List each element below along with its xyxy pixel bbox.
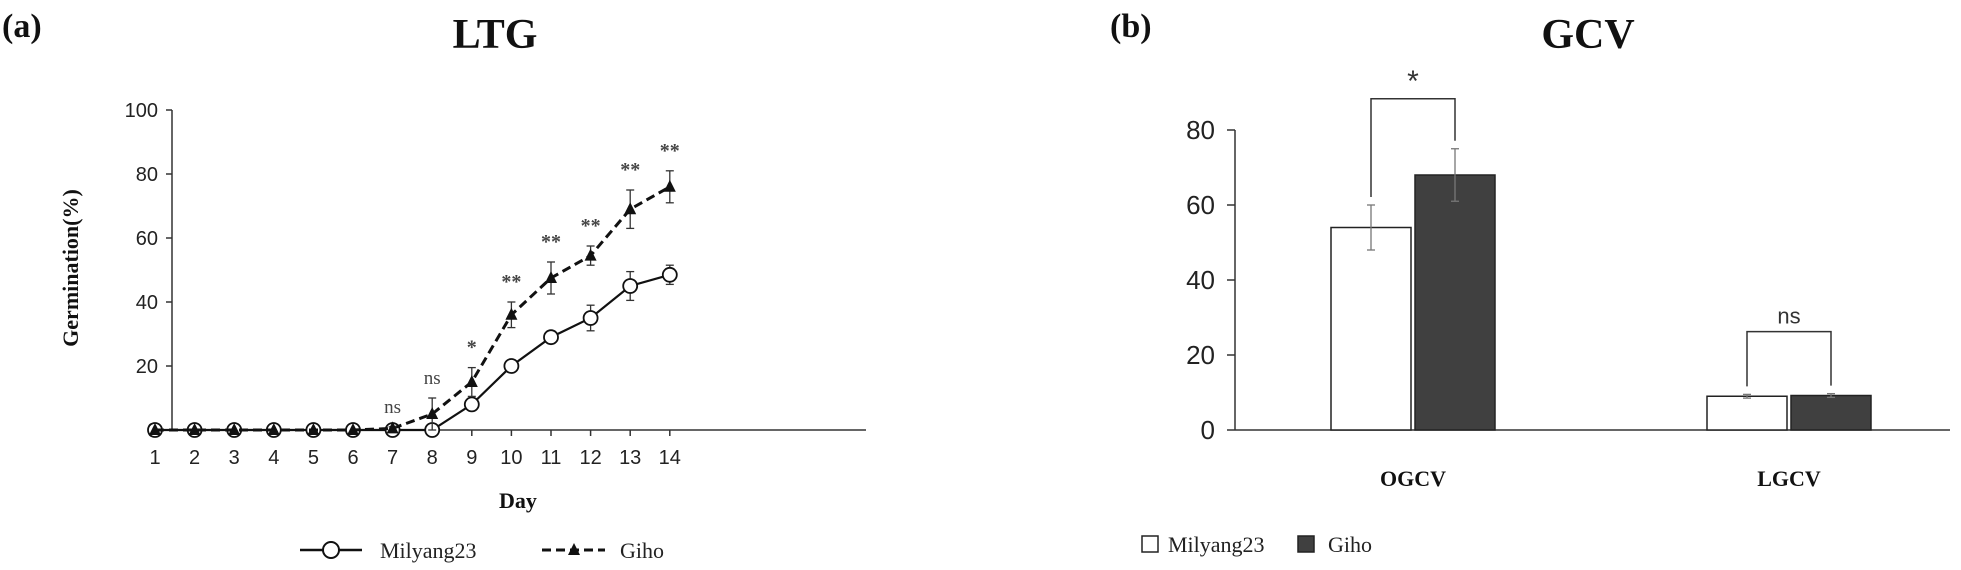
chart-b-legend: Milyang23 Giho [1141, 532, 1372, 557]
significance-label: ** [620, 159, 640, 181]
data-point-giho [663, 179, 676, 192]
category-label-lgcv: LGCV [1757, 466, 1821, 491]
chart-a-x-tick-label: 1 [149, 447, 160, 469]
data-point-giho [426, 407, 439, 419]
chart-a-y-tick-label: 80 [136, 164, 158, 186]
data-point-milyang23 [503, 358, 520, 374]
data-point-milyang23 [622, 278, 639, 294]
data-point-giho [149, 423, 161, 435]
chart-a-x-tick-label: 7 [387, 447, 398, 469]
data-point-giho [307, 423, 320, 435]
chart-b-y-tick-label: 40 [1186, 265, 1215, 295]
significance-label: ** [501, 271, 521, 293]
chart-a-xlabel: Day [499, 488, 537, 513]
chart-a-y-tick-label: 40 [136, 292, 158, 314]
chart-a-x-tick-label: 5 [308, 447, 319, 469]
bar-milyang23-lgcv [1706, 395, 1788, 431]
significance-label: ** [581, 215, 601, 237]
series-line-giho [155, 185, 671, 432]
chart-b-y-tick-label: 80 [1186, 115, 1215, 145]
data-point-giho [267, 423, 280, 435]
panel-a-label: (a) [2, 8, 42, 45]
chart-a-y-tick-label: 60 [136, 228, 158, 250]
legend-label-milyang23: Milyang23 [1168, 532, 1265, 557]
chart-a-y-tick-label: 100 [125, 100, 158, 122]
series-line-milyang23 [155, 273, 671, 432]
data-point-giho [505, 307, 518, 320]
panel-b-label: (b) [1110, 8, 1152, 45]
chart-a-x-tick-label: 2 [189, 447, 200, 469]
bar-giho-lgcv [1790, 394, 1872, 431]
significance-label: ** [660, 140, 680, 162]
chart-a-title: LTG [453, 12, 538, 58]
data-point-giho [545, 271, 557, 283]
chart-b-y-tick-label: 0 [1201, 415, 1215, 445]
data-point-giho [188, 423, 201, 435]
data-point-milyang23 [543, 329, 559, 346]
chart-a-x-tick-label: 13 [619, 447, 641, 469]
legend-swatch-milyang23 [1141, 535, 1159, 553]
bar-giho-ogcv [1414, 174, 1496, 431]
chart-a-x-tick-label: 9 [466, 447, 477, 469]
data-point-giho [347, 423, 359, 435]
data-point-milyang23 [582, 310, 599, 326]
chart-a-y-tick-label: 20 [136, 356, 158, 378]
chart-b-y-tick-label: 60 [1186, 190, 1215, 220]
chart-a-x-tick-label: 11 [541, 447, 562, 469]
data-point-giho [584, 248, 597, 261]
category-label-ogcv: OGCV [1380, 466, 1446, 491]
ltg-line-chart: LTG Germination(%) Day 02040608010012345… [58, 12, 866, 563]
significance-bracket [1746, 330, 1832, 387]
chart-a-x-tick-label: 4 [268, 447, 279, 469]
legend-marker-milyang23 [322, 541, 340, 559]
chart-a-x-tick-label: 14 [659, 447, 681, 469]
data-point-giho [228, 423, 241, 435]
bar-milyang23-ogcv [1330, 226, 1412, 431]
chart-a-ylabel: Germination(%) [58, 189, 83, 347]
legend-label-milyang23: Milyang23 [380, 538, 477, 563]
legend-marker-giho [568, 543, 580, 555]
chart-b-title: GCV [1541, 12, 1634, 58]
significance-label: ** [541, 231, 561, 253]
significance-label: * [467, 337, 477, 359]
chart-a-legend: Milyang23 Giho [300, 538, 664, 563]
data-point-giho [465, 375, 478, 387]
chart-b-y-tick-label: 20 [1186, 340, 1215, 370]
data-point-milyang23 [463, 396, 480, 413]
chart-a-x-tick-label: 6 [347, 447, 358, 469]
data-point-giho [386, 421, 399, 434]
chart-a-x-tick-label: 3 [229, 447, 240, 469]
chart-a-x-tick-label: 8 [427, 447, 438, 469]
significance-label: ns [424, 368, 441, 389]
gcv-bar-chart: GCV 0 20 40 60 80 * ns OGCV LGCV Milyang23 Giho [1141, 12, 1950, 557]
significance-label: ns [1777, 304, 1800, 329]
chart-a-x-tick-label: 10 [500, 447, 522, 469]
data-point-milyang23 [661, 266, 678, 283]
significance-label: ns [384, 397, 401, 418]
legend-label-giho: Giho [620, 538, 664, 563]
chart-a-x-tick-label: 12 [579, 447, 601, 469]
legend-swatch-giho [1297, 535, 1315, 553]
significance-bracket [1370, 98, 1456, 197]
significance-label: * [1407, 65, 1419, 98]
legend-label-giho: Giho [1328, 532, 1372, 557]
data-point-giho [624, 202, 637, 215]
